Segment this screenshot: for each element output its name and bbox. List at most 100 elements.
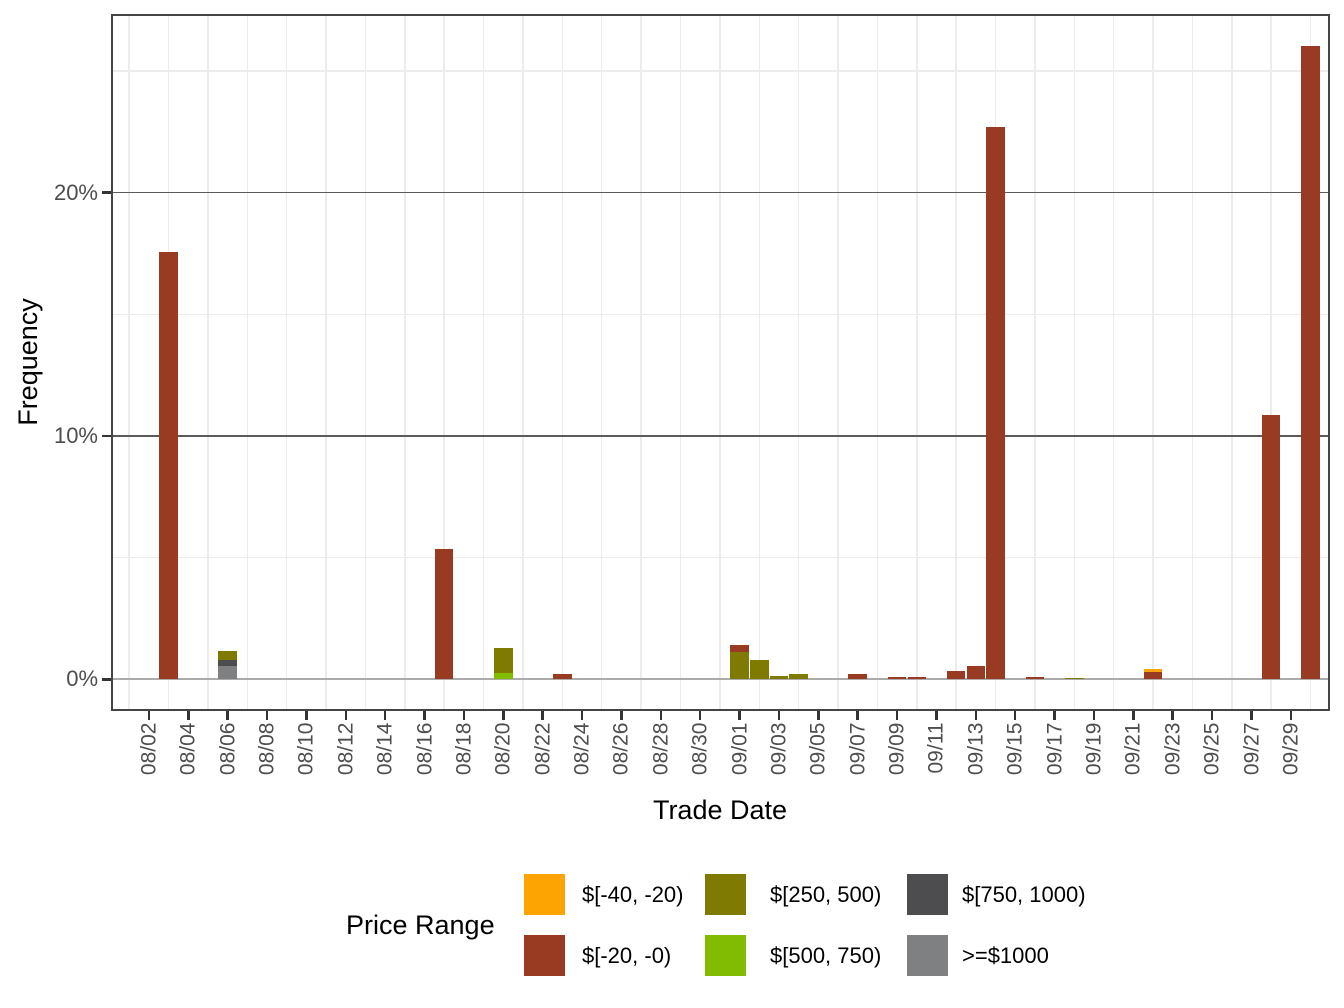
gridline-x-minor xyxy=(364,14,367,711)
gridline-x-minor xyxy=(443,14,445,711)
y-tick-mark xyxy=(102,678,111,681)
x-tick-label: 08/18 xyxy=(452,722,476,775)
gridline-y-minor xyxy=(110,313,1330,316)
bar-segment xyxy=(986,126,1005,680)
gridline-x-minor xyxy=(1191,14,1194,711)
y-tick-label: 10% xyxy=(53,423,98,448)
gridline-x-minor xyxy=(679,14,682,711)
x-tick-mark xyxy=(817,711,820,720)
x-tick-label: 08/02 xyxy=(137,722,161,775)
y-tick-label: 0% xyxy=(66,666,98,692)
x-tick-mark xyxy=(1053,711,1056,720)
legend-entry-label: $[-20, -0) xyxy=(582,943,672,968)
plot-panel xyxy=(110,14,1330,711)
bar-segment xyxy=(769,676,789,680)
legend-key-swatch xyxy=(524,874,565,915)
x-tick-label: 09/05 xyxy=(806,722,830,775)
x-tick-mark xyxy=(895,711,899,720)
gridline-y-minor xyxy=(110,70,1330,72)
gridline-x-minor xyxy=(561,14,564,711)
x-tick-label: 08/04 xyxy=(176,722,200,775)
x-tick-mark xyxy=(344,711,348,720)
legend-title: Price Range xyxy=(346,910,495,940)
bar-segment xyxy=(1143,672,1163,680)
gridline-x-minor xyxy=(285,14,288,711)
bar-segment xyxy=(789,673,808,680)
bar-segment xyxy=(218,665,237,680)
gridline-y-major xyxy=(110,191,1330,194)
gridline-x-minor xyxy=(719,14,721,711)
gridline-x-minor xyxy=(404,14,406,711)
y-tick-mark xyxy=(102,191,111,194)
bar-segment xyxy=(494,647,513,673)
gridline-x-minor xyxy=(758,14,760,711)
gridline-x-minor xyxy=(1152,14,1154,711)
x-tick-label: 08/16 xyxy=(413,722,437,775)
gridline-x-minor xyxy=(600,14,603,711)
gridline-x-minor xyxy=(1034,14,1036,711)
x-tick-mark xyxy=(147,711,151,720)
x-tick-mark xyxy=(187,711,190,720)
x-tick-label: 09/17 xyxy=(1043,722,1067,775)
bar-segment xyxy=(730,645,749,652)
gridline-x-minor xyxy=(128,14,130,711)
x-tick-mark xyxy=(383,711,387,720)
x-tick-mark xyxy=(580,711,584,720)
x-tick-mark xyxy=(698,711,702,720)
y-tick-label: 20% xyxy=(53,179,98,205)
x-tick-label: 08/24 xyxy=(570,722,594,775)
x-tick-label: 08/28 xyxy=(649,722,673,775)
gridline-x-minor xyxy=(916,14,918,711)
gridline-x-minor xyxy=(640,14,642,711)
legend-entry-label: $[500, 750) xyxy=(770,943,882,968)
gridline-x-minor xyxy=(482,14,485,711)
x-tick-mark xyxy=(738,711,741,720)
x-tick-mark xyxy=(1250,711,1253,720)
x-tick-label: 08/30 xyxy=(688,722,712,775)
gridline-x-minor xyxy=(207,14,209,711)
x-tick-mark xyxy=(305,711,308,720)
gridline-x-minor xyxy=(876,14,879,711)
x-tick-mark xyxy=(620,711,623,720)
gridline-x-minor xyxy=(1231,14,1233,711)
x-tick-mark xyxy=(1013,711,1017,720)
x-tick-label: 09/03 xyxy=(767,722,791,775)
x-tick-mark xyxy=(462,711,466,720)
legend-key-swatch xyxy=(907,874,948,915)
x-tick-mark xyxy=(777,711,781,720)
gridline-x-minor xyxy=(325,14,327,711)
x-tick-label: 09/23 xyxy=(1161,722,1185,775)
bar-segment xyxy=(848,673,867,680)
gridline-x-minor xyxy=(955,14,957,711)
x-tick-label: 08/22 xyxy=(531,722,555,775)
x-tick-mark xyxy=(974,711,978,720)
x-tick-label: 08/26 xyxy=(609,722,633,775)
gridline-x-minor xyxy=(522,14,524,711)
bar-segment xyxy=(1261,415,1281,680)
legend-key-swatch xyxy=(907,935,948,976)
x-tick-mark xyxy=(541,711,544,720)
x-tick-mark xyxy=(659,711,663,720)
bar-segment xyxy=(218,659,237,666)
x-tick-mark xyxy=(502,711,505,720)
legend-entry-label: $[-40, -20) xyxy=(582,882,684,907)
bar-segment xyxy=(553,673,572,680)
gridline-x-minor xyxy=(1112,14,1115,711)
bar-segment xyxy=(494,672,513,680)
legend-entry-label: $[750, 1000) xyxy=(962,882,1086,907)
gridline-x-minor xyxy=(1270,14,1272,711)
bar-segment xyxy=(1065,677,1084,680)
x-tick-label: 08/06 xyxy=(216,722,240,775)
legend-key-swatch xyxy=(705,874,746,915)
x-tick-label: 09/27 xyxy=(1240,722,1263,775)
bar-segment xyxy=(946,670,966,680)
x-tick-mark xyxy=(1132,711,1135,720)
x-tick-label: 08/12 xyxy=(334,722,358,775)
x-tick-mark xyxy=(1289,711,1293,720)
gridline-y-major xyxy=(110,435,1330,437)
gridline-x-minor xyxy=(1073,14,1076,711)
x-tick-mark xyxy=(935,711,938,720)
x-tick-label: 09/13 xyxy=(964,722,988,775)
bar-segment xyxy=(434,549,454,680)
x-tick-label: 08/10 xyxy=(294,722,318,775)
